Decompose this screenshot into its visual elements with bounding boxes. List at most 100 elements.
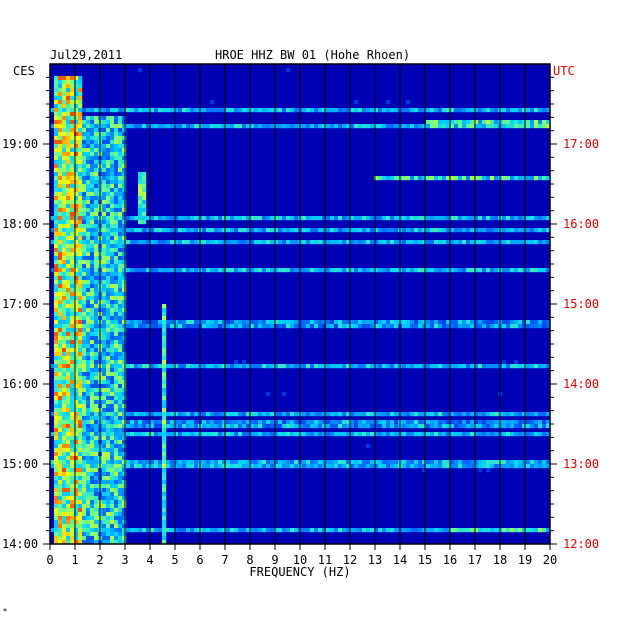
- spectrogram-cell: [526, 124, 531, 129]
- spectrogram-cell: [134, 424, 139, 429]
- spectrogram-cell: [226, 412, 231, 417]
- spectrogram-cell: [78, 420, 83, 425]
- spectrogram-cell: [518, 176, 523, 181]
- spectrogram-cell: [78, 508, 83, 513]
- spectrogram-cell: [70, 344, 75, 349]
- spectrogram-cell: [246, 324, 251, 329]
- spectrogram-cell: [58, 392, 63, 397]
- spectrogram-cell: [90, 268, 95, 273]
- spectrogram-cell: [118, 476, 123, 481]
- spectrogram-cell: [134, 324, 139, 329]
- spectrogram-cell: [86, 168, 91, 173]
- spectrogram-cell: [90, 160, 95, 165]
- spectrogram-cell: [106, 396, 111, 401]
- spectrogram-cell: [106, 472, 111, 477]
- spectrogram-cell: [54, 440, 59, 445]
- spectrogram-cell: [94, 224, 99, 229]
- spectrogram-cell: [430, 324, 435, 329]
- spectrogram-cell: [162, 396, 167, 401]
- spectrogram-cell: [302, 268, 307, 273]
- spectrogram-cell: [114, 400, 119, 405]
- spectrogram-cell: [122, 376, 127, 381]
- spectrogram-cell: [118, 360, 123, 365]
- spectrogram-cell: [66, 364, 71, 369]
- spectrogram-cell: [70, 212, 75, 217]
- spectrogram-cell: [110, 528, 115, 533]
- spectrogram-cell: [70, 312, 75, 317]
- spectrogram-cell: [102, 184, 107, 189]
- spectrogram-cell: [58, 364, 63, 369]
- spectrogram-cell: [118, 116, 123, 121]
- spectrogram-cell: [78, 92, 83, 97]
- spectrogram-cell: [94, 108, 99, 113]
- spectrogram-cell: [70, 132, 75, 137]
- spectrogram-cell: [102, 436, 107, 441]
- spectrogram-cell: [82, 340, 87, 345]
- spectrogram-cell: [302, 324, 307, 329]
- spectrogram-cell: [486, 120, 491, 125]
- spectrogram-cell: [446, 320, 451, 325]
- spectrogram-cell: [58, 236, 63, 241]
- spectrogram-cell: [142, 424, 147, 429]
- spectrogram-cell: [414, 228, 419, 233]
- spectrogram-cell: [258, 320, 263, 325]
- spectrogram-cell: [54, 344, 59, 349]
- spectrogram-cell: [106, 244, 111, 249]
- spectrogram-cell: [542, 412, 547, 417]
- spectrogram-cell: [78, 512, 83, 517]
- spectrogram-cell: [150, 412, 155, 417]
- spectrogram-cell: [234, 228, 239, 233]
- spectrogram-cell: [82, 384, 87, 389]
- spectrogram-cell: [366, 432, 371, 437]
- spectrogram-cell: [118, 328, 123, 333]
- spectrogram-cell: [74, 128, 79, 133]
- spectrogram-cell: [74, 256, 79, 261]
- spectrogram-cell: [494, 420, 499, 425]
- spectrogram-cell: [118, 368, 123, 373]
- spectrogram-cell: [450, 528, 455, 533]
- spectrogram-cell: [82, 360, 87, 365]
- spectrogram-cell: [58, 296, 63, 301]
- spectrogram-cell: [258, 108, 263, 113]
- spectrogram-cell: [70, 432, 75, 437]
- spectrogram-cell: [134, 460, 139, 465]
- spectrogram-cell: [146, 124, 151, 129]
- spectrogram-cell: [422, 412, 427, 417]
- spectrogram-cell: [74, 380, 79, 385]
- spectrogram-cell: [162, 380, 167, 385]
- spectrogram-cell: [162, 356, 167, 361]
- spectrogram-cell: [438, 528, 443, 533]
- spectrogram-cell: [102, 212, 107, 217]
- spectrogram-cell: [162, 428, 167, 433]
- spectrogram-cell: [94, 528, 99, 533]
- spectrogram-cell: [462, 412, 467, 417]
- spectrogram-cell: [514, 228, 519, 233]
- spectrogram-cell: [522, 460, 527, 465]
- spectrogram-cell: [86, 232, 91, 237]
- spectrogram-cell: [510, 460, 515, 465]
- spectrogram-cell: [114, 172, 119, 177]
- spectrogram-cell: [338, 124, 343, 129]
- spectrogram-cell: [362, 460, 367, 465]
- spectrogram-cell: [486, 364, 491, 369]
- spectrogram-cell: [542, 228, 547, 233]
- spectrogram-cell: [402, 176, 407, 181]
- spectrogram-cell: [110, 256, 115, 261]
- spectrogram-cell: [78, 248, 83, 253]
- spectrogram-cell: [246, 424, 251, 429]
- spectrogram-cell: [82, 332, 87, 337]
- spectrogram-cell: [102, 280, 107, 285]
- spectrogram-cell: [226, 108, 231, 113]
- spectrogram-cell: [74, 200, 79, 205]
- spectrogram-cell: [74, 172, 79, 177]
- spectrogram-cell: [58, 464, 63, 469]
- spectrogram-cell: [250, 124, 255, 129]
- spectrogram-cell: [482, 412, 487, 417]
- spectrogram-cell: [502, 228, 507, 233]
- spectrogram-cell: [182, 320, 187, 325]
- spectrogram-cell: [374, 228, 379, 233]
- spectrogram-cell: [246, 216, 251, 221]
- spectrogram-cell: [86, 172, 91, 177]
- spectrogram-cell: [90, 216, 95, 221]
- spectrogram-cell: [82, 500, 87, 505]
